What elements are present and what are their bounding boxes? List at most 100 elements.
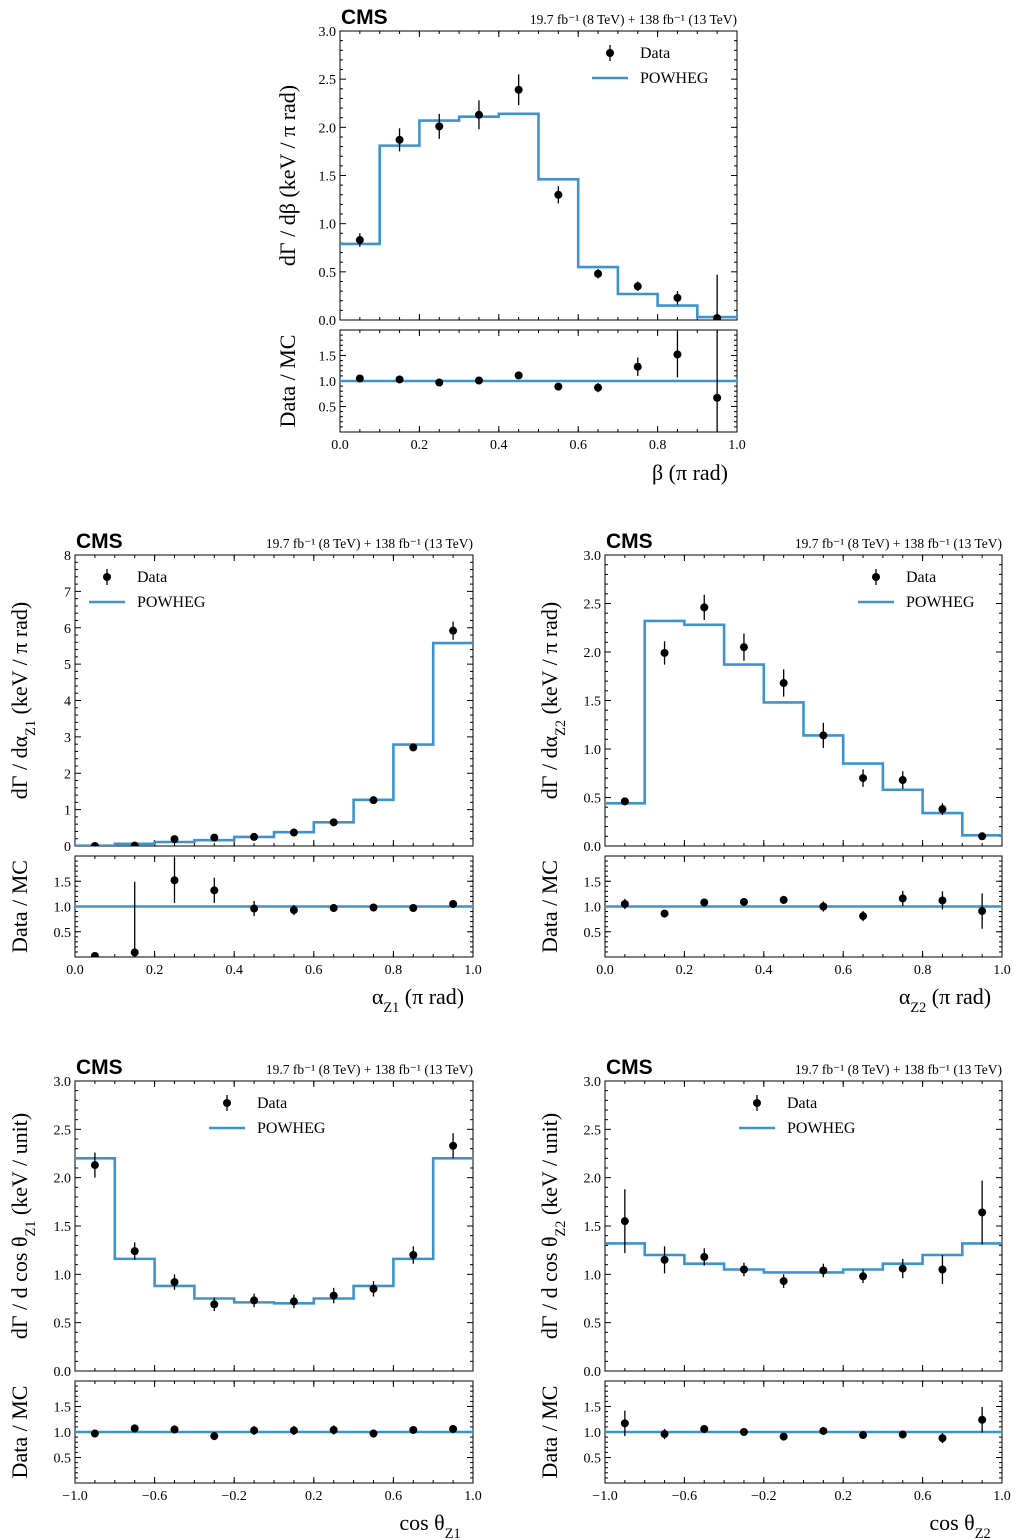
ratio-y-tick-label: 0.5 <box>54 1452 72 1467</box>
y-tick-label: 0.5 <box>584 792 602 807</box>
powheg-step-line <box>75 641 473 846</box>
x-tick-label: 0.2 <box>305 1489 323 1504</box>
data-point <box>859 1272 868 1281</box>
lumi-label: 19.7 fb⁻¹ (8 TeV) + 138 fb⁻¹ (13 TeV) <box>266 536 473 551</box>
data-point <box>739 1265 748 1274</box>
ratio-y-tick-label: 1.5 <box>584 1401 602 1416</box>
ratio-point <box>250 904 259 913</box>
data-point <box>898 1264 907 1273</box>
ratio-point <box>859 1431 868 1440</box>
ratio-point <box>713 393 722 402</box>
legend-data-label: Data <box>787 1095 817 1112</box>
y-tick-label: 3 <box>64 731 71 746</box>
x-tick-label: 0.2 <box>411 438 429 453</box>
data-point <box>739 643 748 652</box>
legend-data-marker <box>872 573 880 581</box>
y-axis-label: dΓ / dβ (keV / π rad) <box>275 85 300 266</box>
powheg-step-line <box>605 619 1002 837</box>
data-point <box>210 833 219 842</box>
x-tick-label: 0.6 <box>914 1489 932 1504</box>
y-tick-label: 2.0 <box>584 646 602 661</box>
x-tick-label: 0.8 <box>385 963 403 978</box>
data-point <box>978 832 987 841</box>
data-point <box>700 1252 709 1261</box>
y-tick-label: 3.0 <box>54 1075 72 1090</box>
ratio-y-tick-label: 1.0 <box>584 901 602 916</box>
data-point <box>660 648 669 657</box>
x-tick-label: 0.2 <box>834 1489 852 1504</box>
y-tick-label: 1.0 <box>54 1268 72 1283</box>
ratio-point <box>355 374 364 383</box>
cms-label: CMS <box>76 1056 123 1079</box>
legend-data-marker <box>223 1099 231 1107</box>
y-tick-label: 0.0 <box>584 1365 602 1380</box>
x-tick-label: −0.6 <box>142 1489 167 1504</box>
ratio-y-tick-label: 0.5 <box>584 926 602 941</box>
data-point <box>355 236 364 245</box>
data-point <box>409 1251 418 1259</box>
x-axis-label: β (π rad) <box>652 460 728 485</box>
data-point <box>369 1284 378 1293</box>
ratio-point <box>938 896 947 905</box>
data-point <box>859 774 868 783</box>
chart-panel-4: CMS 19.7 fb⁻¹ (8 TeV) + 138 fb⁻¹ (13 TeV)… <box>7 1056 482 1540</box>
chart-panel-2: CMS 19.7 fb⁻¹ (8 TeV) + 138 fb⁻¹ (13 TeV)… <box>7 530 482 1016</box>
ratio-point <box>620 1419 629 1428</box>
data-point <box>938 805 947 814</box>
y-tick-label: 0.5 <box>319 266 337 281</box>
lumi-label: 19.7 fb⁻¹ (8 TeV) + 138 fb⁻¹ (13 TeV) <box>795 536 1002 551</box>
data-point <box>514 85 523 94</box>
x-tick-label: 0.4 <box>490 438 508 453</box>
cms-label: CMS <box>76 530 123 553</box>
ratio-y-tick-label: 1.0 <box>584 1426 602 1441</box>
data-point <box>700 603 709 612</box>
data-point <box>474 110 483 119</box>
data-point <box>620 797 629 806</box>
ratio-point <box>449 1424 458 1433</box>
y-tick-label: 2.0 <box>584 1172 602 1187</box>
legend-data-label: Data <box>640 45 670 62</box>
y-tick-label: 2.5 <box>54 1123 72 1138</box>
y-axis-label: dΓ / d cos θZ1 (keV / unit) <box>7 1113 39 1339</box>
x-tick-label: 0.4 <box>225 963 243 978</box>
ratio-y-axis-label: Data / MC <box>537 860 562 953</box>
x-tick-label: 1.0 <box>464 963 482 978</box>
y-tick-label: 4 <box>64 695 71 710</box>
x-tick-label: 0.0 <box>331 438 349 453</box>
y-tick-label: 8 <box>64 549 71 564</box>
x-tick-label: 0.6 <box>834 963 852 978</box>
data-point <box>435 122 444 131</box>
y-tick-label: 5 <box>64 658 71 673</box>
y-tick-label: 1.5 <box>584 695 602 710</box>
ratio-point <box>170 1425 179 1434</box>
data-point <box>819 1266 828 1275</box>
chart-panel-1: CMS 19.7 fb⁻¹ (8 TeV) + 138 fb⁻¹ (13 TeV)… <box>275 6 746 485</box>
ratio-y-axis-label: Data / MC <box>7 860 32 953</box>
y-tick-label: 2.5 <box>319 73 337 88</box>
ratio-point <box>170 876 179 885</box>
ratio-point <box>90 951 99 957</box>
lumi-label: 19.7 fb⁻¹ (8 TeV) + 138 fb⁻¹ (13 TeV) <box>266 1062 473 1077</box>
ratio-point <box>620 899 629 908</box>
y-tick-label: 1.5 <box>584 1220 602 1235</box>
data-point <box>594 269 603 278</box>
y-axis-label: dΓ / dαZ1 (keV / π rad) <box>7 602 39 799</box>
legend-data-marker <box>103 573 111 581</box>
data-point <box>673 293 682 302</box>
legend-powheg-label: POWHEG <box>137 594 206 611</box>
lumi-label: 19.7 fb⁻¹ (8 TeV) + 138 fb⁻¹ (13 TeV) <box>795 1062 1002 1077</box>
x-tick-label: 0.8 <box>649 438 667 453</box>
x-tick-label: −1.0 <box>592 1489 617 1504</box>
x-tick-label: 0.0 <box>66 963 84 978</box>
ratio-point <box>409 1425 418 1434</box>
chart-panel-3: CMS 19.7 fb⁻¹ (8 TeV) + 138 fb⁻¹ (13 TeV)… <box>537 530 1011 1016</box>
ratio-point <box>660 1430 669 1439</box>
data-point <box>289 828 298 837</box>
ratio-point <box>633 362 642 371</box>
x-tick-label: 0.6 <box>569 438 587 453</box>
y-tick-label: 1.5 <box>54 1220 72 1235</box>
x-tick-label: 1.0 <box>728 438 746 453</box>
ratio-y-axis-label: Data / MC <box>275 335 300 428</box>
y-tick-label: 1.0 <box>584 1268 602 1283</box>
